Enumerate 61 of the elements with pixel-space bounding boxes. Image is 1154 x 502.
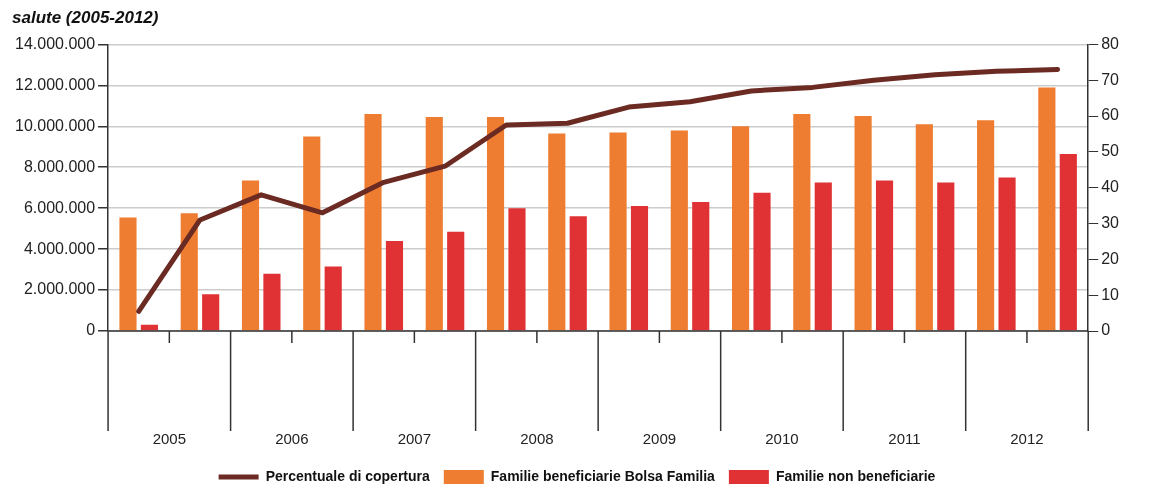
- legend-label: Familie non beneficiarie: [775, 467, 936, 484]
- y-tick-label: 10.000.000: [15, 116, 96, 134]
- x-tick-label: 2005: [152, 430, 187, 448]
- bar: [854, 116, 872, 331]
- bar: [569, 216, 587, 331]
- bar: [202, 294, 220, 331]
- y2-tick-label: 40: [1101, 178, 1120, 196]
- bar: [1059, 153, 1077, 331]
- bar: [937, 182, 955, 331]
- y-tick-label: 14.000.000: [15, 34, 96, 52]
- bar: [324, 266, 342, 331]
- bar: [364, 114, 382, 331]
- bar: [180, 213, 198, 331]
- bar: [508, 208, 526, 331]
- x-tick-label: 2010: [765, 430, 799, 448]
- y2-tick-label: 70: [1101, 70, 1120, 88]
- bar: [998, 177, 1016, 331]
- x-tick-label: 2007: [397, 430, 432, 448]
- bar: [263, 273, 281, 331]
- bar: [241, 180, 260, 331]
- x-tick-label: 2012: [1010, 430, 1044, 448]
- y-tick-label: 8.000.000: [23, 157, 96, 175]
- legend-label: Familie beneficiarie Bolsa Familia: [490, 467, 716, 484]
- y2-tick-label: 0: [1101, 321, 1111, 339]
- bar: [977, 120, 995, 331]
- x-tick-label: 2006: [275, 430, 309, 448]
- bar: [609, 132, 627, 331]
- bar: [793, 114, 811, 331]
- bar: [814, 182, 832, 331]
- legend-label: Percentuale di copertura: [265, 467, 431, 484]
- bar: [548, 133, 566, 331]
- bar: [753, 192, 771, 331]
- bar: [140, 324, 158, 331]
- y2-tick-label: 30: [1101, 213, 1120, 231]
- y2-tick-label: 20: [1101, 249, 1120, 267]
- bar: [670, 130, 688, 331]
- bar: [486, 117, 505, 331]
- bar: [385, 240, 404, 331]
- bar: [915, 124, 933, 331]
- bar: [1038, 87, 1056, 331]
- bar: [731, 126, 750, 331]
- y2-tick-label: 80: [1101, 34, 1120, 52]
- bar: [447, 231, 465, 331]
- y-tick-label: 0: [86, 321, 96, 339]
- x-tick-label: 2009: [642, 430, 677, 448]
- y-tick-label: 4.000.000: [23, 239, 96, 257]
- y2-tick-label: 10: [1101, 285, 1120, 303]
- bar: [630, 206, 649, 331]
- y2-tick-label: 50: [1101, 142, 1120, 160]
- chart-title: salute (2005-2012): [12, 7, 159, 27]
- bar: [692, 202, 710, 331]
- bar: [119, 217, 137, 331]
- y-tick-label: 2.000.000: [23, 280, 96, 298]
- bar: [425, 117, 443, 331]
- x-tick-label: 2008: [520, 430, 554, 448]
- bar: [875, 180, 894, 331]
- y-tick-label: 6.000.000: [23, 198, 96, 216]
- bar: [303, 136, 321, 331]
- x-tick-label: 2011: [888, 430, 921, 448]
- y2-tick-label: 60: [1101, 106, 1120, 124]
- y-tick-label: 12.000.000: [15, 75, 96, 93]
